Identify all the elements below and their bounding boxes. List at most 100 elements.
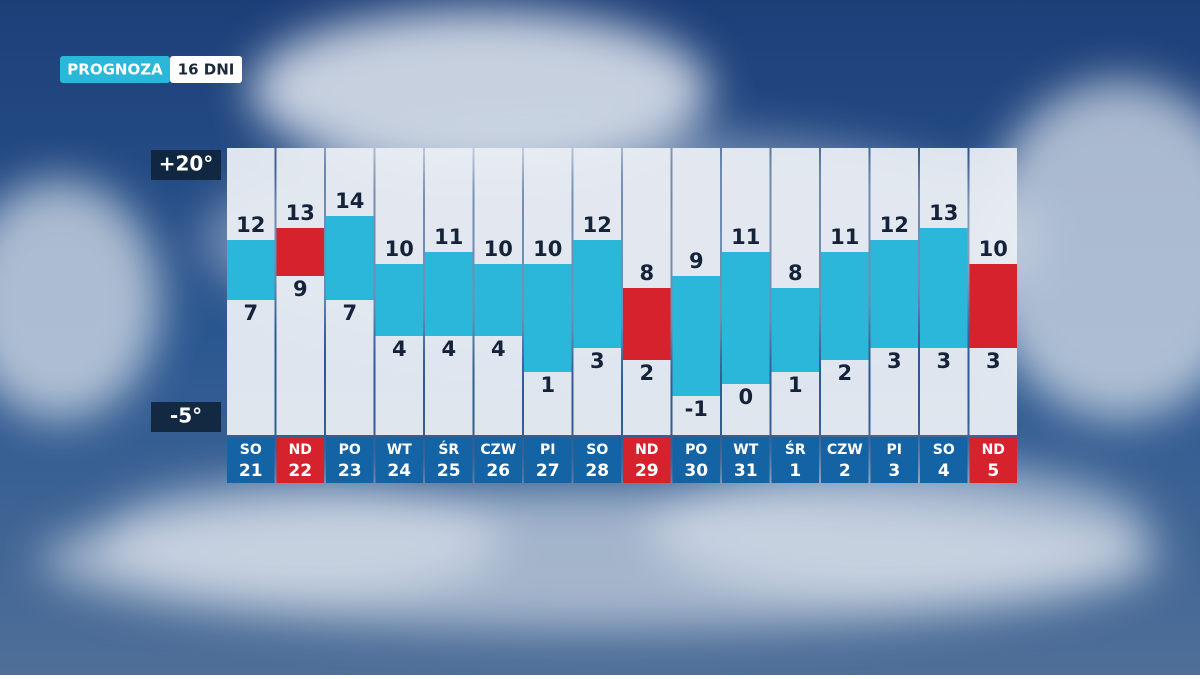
- badge-right: [170, 56, 242, 83]
- high-label: 10: [484, 237, 513, 261]
- date-label: 27: [536, 461, 560, 481]
- date-label: 1: [789, 461, 801, 481]
- y-tick-label: -5°: [170, 404, 202, 428]
- day-label: SO: [933, 442, 955, 458]
- low-label: 3: [936, 349, 951, 373]
- day-box: [375, 437, 423, 483]
- range-bar: [870, 240, 918, 348]
- high-label: 11: [434, 225, 463, 249]
- day-box: [276, 437, 324, 483]
- date-label: 28: [585, 461, 609, 481]
- date-label: 31: [734, 461, 758, 481]
- day-label: PI: [540, 442, 555, 458]
- day-box: [474, 437, 522, 483]
- range-bar: [722, 252, 770, 384]
- y-tick-box: [151, 402, 221, 432]
- day-box: [573, 437, 621, 483]
- low-label: 2: [837, 361, 852, 385]
- day-box: [425, 437, 473, 483]
- range-bar: [623, 288, 671, 360]
- column: [276, 148, 324, 435]
- range-bar: [425, 252, 473, 336]
- date-label: 24: [387, 461, 411, 481]
- low-label: 4: [392, 337, 407, 361]
- date-label: 4: [938, 461, 950, 481]
- high-label: 8: [639, 261, 654, 285]
- range-bar: [227, 240, 275, 300]
- day-label: ND: [289, 442, 312, 458]
- date-label: 22: [288, 461, 312, 481]
- badge-span: 16 DNI: [178, 61, 235, 79]
- date-label: 3: [888, 461, 900, 481]
- day-label: WT: [733, 442, 758, 458]
- date-label: 29: [635, 461, 659, 481]
- day-label: PI: [887, 442, 902, 458]
- range-bar: [524, 264, 572, 372]
- date-label: 5: [987, 461, 999, 481]
- low-label: -1: [685, 397, 708, 421]
- day-box: [722, 437, 770, 483]
- high-label: 12: [236, 213, 265, 237]
- high-label: 10: [533, 237, 562, 261]
- high-label: 10: [385, 237, 414, 261]
- date-label: 30: [684, 461, 708, 481]
- low-label: 7: [342, 301, 357, 325]
- day-box: [920, 437, 968, 483]
- y-tick-label: +20°: [159, 152, 214, 176]
- high-label: 13: [929, 201, 958, 225]
- day-box: [870, 437, 918, 483]
- range-bar: [821, 252, 869, 360]
- low-label: 4: [441, 337, 456, 361]
- low-label: 3: [887, 349, 902, 373]
- range-bar: [771, 288, 819, 372]
- day-label: SO: [240, 442, 262, 458]
- day-label: WT: [387, 442, 412, 458]
- high-label: 11: [830, 225, 859, 249]
- low-label: 9: [293, 277, 308, 301]
- high-label: 13: [286, 201, 315, 225]
- date-label: 2: [839, 461, 851, 481]
- day-label: ND: [635, 442, 658, 458]
- day-label: PO: [685, 442, 707, 458]
- date-label: 21: [239, 461, 263, 481]
- day-label: CZW: [827, 442, 863, 458]
- range-bar: [920, 228, 968, 348]
- range-bar: [573, 240, 621, 348]
- day-label: PO: [339, 442, 361, 458]
- badge-label: PROGNOZA: [67, 61, 163, 79]
- high-label: 9: [689, 249, 704, 273]
- high-label: 10: [979, 237, 1008, 261]
- day-label: ŚR: [438, 440, 459, 458]
- low-label: 2: [639, 361, 654, 385]
- day-box: [969, 437, 1017, 483]
- high-label: 11: [731, 225, 760, 249]
- range-bar: [672, 276, 720, 396]
- day-box: [821, 437, 869, 483]
- range-bar: [375, 264, 423, 336]
- day-label: CZW: [480, 442, 516, 458]
- day-box: [771, 437, 819, 483]
- day-label: SO: [586, 442, 608, 458]
- range-bar: [474, 264, 522, 336]
- date-label: 26: [486, 461, 510, 481]
- badge-left: [60, 56, 170, 83]
- low-label: 4: [491, 337, 506, 361]
- day-box: [227, 437, 275, 483]
- range-bar: [276, 228, 324, 276]
- high-label: 12: [583, 213, 612, 237]
- low-label: 1: [540, 373, 555, 397]
- day-box: [524, 437, 572, 483]
- date-label: 25: [437, 461, 461, 481]
- low-label: 0: [738, 385, 753, 409]
- day-box: [326, 437, 374, 483]
- high-label: 14: [335, 189, 364, 213]
- date-label: 23: [338, 461, 362, 481]
- low-label: 3: [590, 349, 605, 373]
- high-label: 8: [788, 261, 803, 285]
- range-bar: [326, 216, 374, 300]
- day-box: [623, 437, 671, 483]
- day-label: ND: [982, 442, 1005, 458]
- range-bar: [969, 264, 1017, 348]
